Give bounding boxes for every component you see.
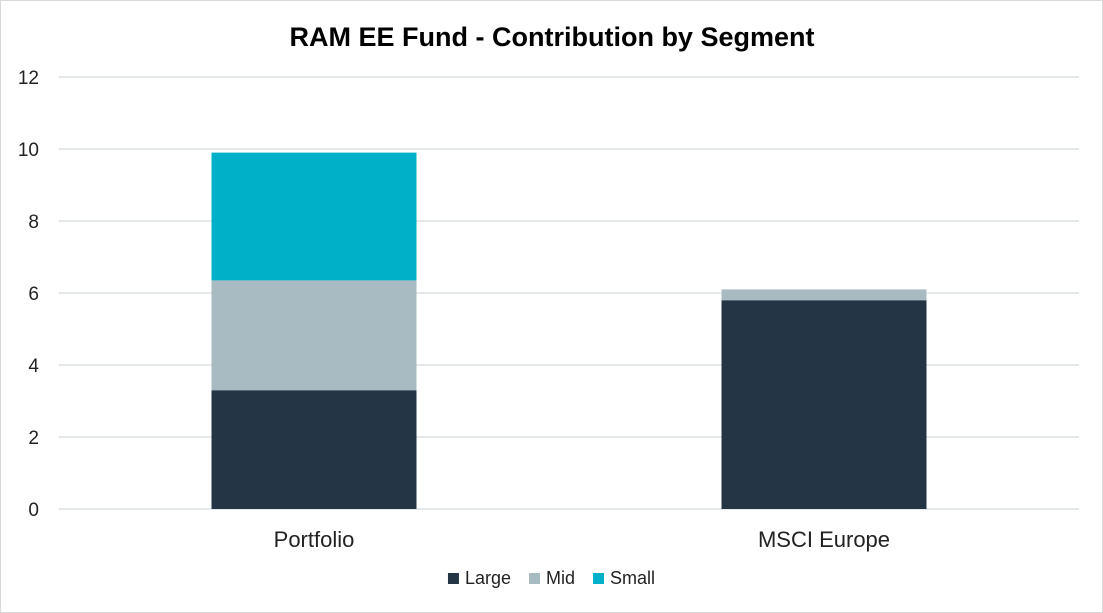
- bar-segment-mid: [211, 280, 417, 391]
- y-tick-label: 4: [28, 356, 39, 377]
- x-axis-category-labels: Portfolio MSCI Europe: [274, 527, 890, 552]
- bar-segment-small: [211, 152, 417, 281]
- bars: [211, 152, 927, 509]
- y-tick-label: 10: [18, 140, 39, 161]
- legend-label: Small: [610, 568, 655, 588]
- bar-segment-large: [211, 390, 417, 509]
- y-axis-tick-labels: 0 2 4 6 8 10 12: [18, 68, 40, 521]
- legend-swatch: [593, 573, 605, 584]
- y-tick-label: 8: [28, 212, 39, 233]
- legend-label: Large: [465, 568, 511, 588]
- legend-item: Large: [447, 568, 511, 588]
- x-category-label: MSCI Europe: [758, 527, 890, 552]
- chart-title: RAM EE Fund - Contribution by Segment: [290, 22, 815, 52]
- legend-item: Small: [593, 568, 655, 588]
- legend-swatch: [529, 573, 541, 584]
- y-tick-label: 12: [18, 68, 39, 89]
- x-category-label: Portfolio: [274, 527, 355, 552]
- y-tick-label: 0: [28, 500, 39, 521]
- legend-swatch: [447, 573, 459, 584]
- y-tick-label: 2: [28, 428, 39, 449]
- legend: Large Mid Small: [447, 568, 655, 588]
- legend-item: Mid: [529, 568, 575, 588]
- bar-segment-large: [721, 300, 927, 509]
- y-tick-label: 6: [28, 284, 39, 305]
- bar-segment-mid: [721, 289, 927, 301]
- legend-label: Mid: [546, 568, 575, 588]
